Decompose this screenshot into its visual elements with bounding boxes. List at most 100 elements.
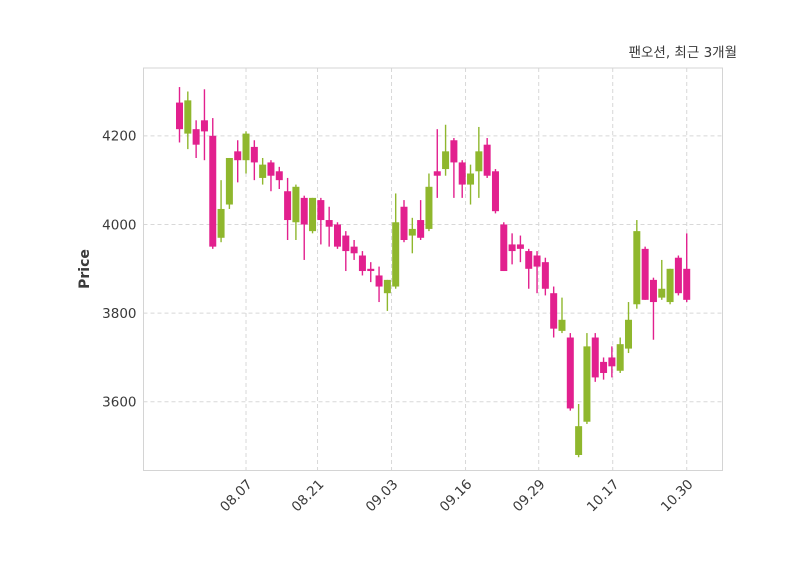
candle-9 (250, 140, 258, 181)
candle-wick (320, 197, 322, 245)
candle-33 (450, 138, 458, 198)
plot-border (143, 67, 723, 471)
candle-35 (467, 164, 475, 205)
candle-27 (400, 200, 408, 243)
candle-body (284, 191, 292, 221)
candle-47 (566, 333, 574, 411)
candle-31 (433, 129, 441, 198)
candle-body (425, 186, 433, 229)
candle-body (217, 208, 225, 238)
candle-57 (649, 277, 657, 340)
candle-body (550, 293, 558, 329)
x-tick-label: 10.30 (658, 477, 697, 516)
candle-56 (641, 246, 649, 300)
x-tick-label: 10.17 (584, 477, 623, 516)
candle-42 (525, 248, 533, 289)
candle-body (325, 220, 333, 227)
candle-0 (176, 87, 183, 143)
candle-19 (333, 222, 341, 249)
candle-49 (583, 333, 591, 424)
candle-52 (608, 346, 616, 378)
candle-25 (383, 279, 391, 311)
candle-body (658, 288, 666, 298)
candle-58 (658, 259, 666, 300)
candle-body (367, 268, 375, 272)
candle-12 (275, 166, 283, 190)
candle-body (200, 120, 208, 132)
candle-body (500, 224, 508, 272)
candle-26 (392, 193, 400, 289)
candle-body (475, 151, 483, 172)
candle-53 (616, 337, 624, 373)
candle-43 (533, 251, 541, 294)
candle-wick (328, 206, 330, 247)
candle-body (350, 246, 358, 254)
candle-body (674, 257, 682, 294)
x-axis-tick-labels: 08.07 08.21 09.03 09.16 09.29 10.17 10.30 (217, 477, 696, 516)
candle-body (392, 222, 400, 287)
candle-wick (453, 138, 455, 198)
candle-body (583, 346, 591, 422)
y-tick-label: 3600 (102, 395, 136, 411)
candle-3 (200, 89, 208, 161)
candle-28 (408, 217, 416, 254)
candle-2 (192, 120, 200, 158)
candle-60 (674, 255, 682, 296)
candle-body (641, 248, 649, 300)
candle-wick (444, 124, 447, 176)
candle-51 (600, 357, 608, 380)
candle-wick (237, 140, 239, 183)
candle-body (400, 206, 408, 240)
candle-22 (358, 251, 366, 276)
candle-body (317, 200, 325, 221)
candle-37 (483, 138, 491, 178)
candle-body (625, 319, 633, 349)
x-tick-label: 09.29 (510, 477, 549, 516)
candle-body (176, 102, 183, 130)
candle-body (309, 197, 317, 232)
candle-body (508, 244, 516, 252)
x-tick-label: 09.16 (437, 477, 476, 516)
candle-wick (519, 235, 522, 263)
candle-body (192, 129, 200, 145)
candle-13 (284, 177, 292, 240)
candle-body (575, 426, 583, 455)
candle-36 (475, 126, 483, 198)
candle-body (541, 262, 549, 289)
candle-48 (575, 404, 583, 458)
candle-body (491, 171, 499, 212)
x-tick-label: 08.21 (289, 477, 328, 516)
candle-50 (591, 333, 599, 382)
candle-16 (309, 197, 317, 234)
candle-body (450, 140, 458, 163)
candle-55 (633, 220, 641, 309)
candle-body (300, 197, 308, 225)
chart-title: 팬오션, 최근 3개월 (629, 45, 737, 61)
candle-wick (469, 164, 472, 205)
candle-23 (367, 262, 375, 283)
candle-body (633, 231, 641, 305)
candle-34 (458, 160, 466, 198)
x-tick-label: 08.07 (217, 477, 256, 516)
candle-body (483, 144, 491, 176)
candle-body (608, 357, 616, 367)
candle-body (433, 171, 441, 176)
candle-body (383, 279, 391, 294)
candle-4 (209, 118, 217, 249)
candle-body (225, 157, 233, 205)
candle-wick (436, 129, 438, 198)
candle-body (358, 255, 366, 272)
candle-7 (234, 140, 242, 183)
candle-46 (558, 297, 566, 334)
y-axis-label: Price (77, 249, 93, 289)
candle-body (591, 337, 599, 378)
candle-45 (550, 286, 558, 338)
candle-body (267, 162, 275, 176)
candle-body (333, 224, 341, 247)
candle-body (566, 337, 574, 409)
candle-40 (508, 233, 516, 265)
candle-body (533, 255, 541, 267)
candle-body (458, 162, 466, 185)
